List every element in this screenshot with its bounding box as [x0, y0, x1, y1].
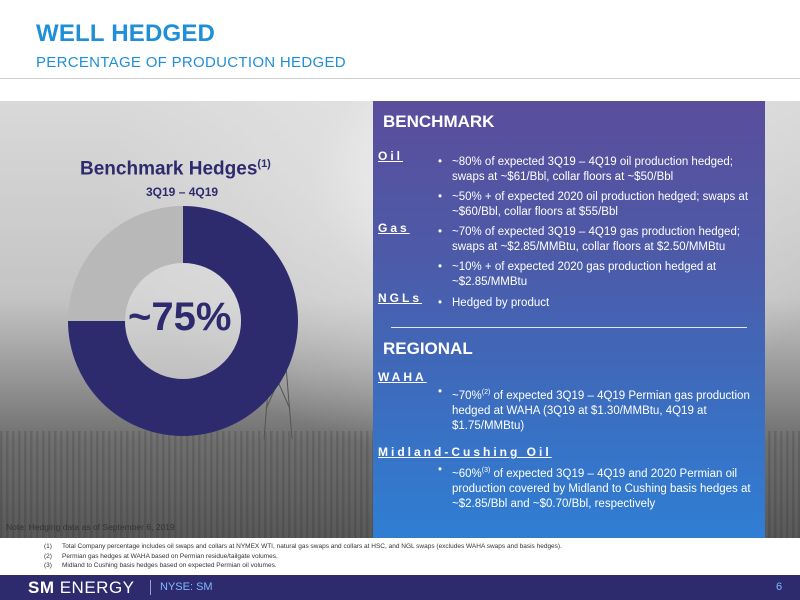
- donut-slice-hedged: [68, 206, 298, 436]
- oil-label: Oil: [378, 149, 404, 163]
- page-number: 6: [776, 581, 783, 593]
- donut-center-label: ~75%: [128, 295, 232, 339]
- oil-bullet-2: ~50% + of expected 2020 oil production h…: [438, 190, 763, 220]
- title-divider: [0, 78, 800, 79]
- panel-divider: [391, 327, 747, 328]
- footer-divider: [150, 580, 151, 595]
- footnote-3: (3) Midland to Cushing basis hedges based…: [44, 562, 277, 569]
- ngls-bullet-1: Hedged by product: [438, 296, 763, 311]
- footnote-1: (1) Total Company percentage includes oil…: [44, 543, 562, 550]
- gas-label: Gas: [378, 221, 410, 235]
- hedge-details-panel: BENCHMARK Oil ~80% of expected 3Q19 – 4Q…: [373, 101, 765, 538]
- donut-slice-unhedged: [68, 206, 183, 321]
- footnote-2: (2) Permian gas hedges at WAHA based on P…: [44, 552, 278, 560]
- ngls-label: NGLs: [378, 291, 423, 305]
- page-title: WELL HEDGED: [36, 20, 216, 47]
- ticker-symbol: NYSE: SM: [160, 581, 213, 593]
- sm-energy-logo: SM ENERGY: [28, 578, 135, 597]
- waha-label: WAHA: [378, 370, 427, 384]
- footnotes: (1) Total Company percentage includes oil…: [44, 542, 562, 571]
- chart-title-footnote: (1): [257, 158, 271, 170]
- hedging-note: Note: Hedging data as of September 6, 20…: [6, 522, 175, 532]
- chart-title: Benchmark Hedges(1): [80, 158, 271, 180]
- midland-cushing-bullet-1: ~60%(3) of expected 3Q19 – 4Q19 and 2020…: [438, 463, 763, 512]
- midland-cushing-label: Midland-Cushing Oil: [378, 445, 552, 459]
- hedge-donut-chart: [68, 206, 298, 436]
- gas-bullet-1: ~70% of expected 3Q19 – 4Q19 gas product…: [438, 225, 763, 255]
- footer-bar: SM ENERGY NYSE: SM 6: [0, 575, 800, 600]
- benchmark-heading: BENCHMARK: [383, 112, 495, 131]
- page-subtitle: PERCENTAGE OF PRODUCTION HEDGED: [36, 54, 346, 71]
- waha-bullet-1: ~70%(2) of expected 3Q19 – 4Q19 Permian …: [438, 385, 763, 434]
- waha-bullets: ~70%(2) of expected 3Q19 – 4Q19 Permian …: [438, 385, 763, 439]
- donut-hole: [125, 263, 241, 379]
- midland-cushing-bullets: ~60%(3) of expected 3Q19 – 4Q19 and 2020…: [438, 463, 763, 517]
- gas-bullets: ~70% of expected 3Q19 – 4Q19 gas product…: [438, 225, 763, 295]
- oil-bullet-1: ~80% of expected 3Q19 – 4Q19 oil product…: [438, 155, 763, 185]
- regional-heading: REGIONAL: [383, 339, 473, 358]
- chart-subtitle: 3Q19 – 4Q19: [146, 185, 219, 199]
- gas-bullet-2: ~10% + of expected 2020 gas production h…: [438, 260, 763, 290]
- oil-bullets: ~80% of expected 3Q19 – 4Q19 oil product…: [438, 155, 763, 225]
- ngls-bullets: Hedged by product: [438, 296, 763, 316]
